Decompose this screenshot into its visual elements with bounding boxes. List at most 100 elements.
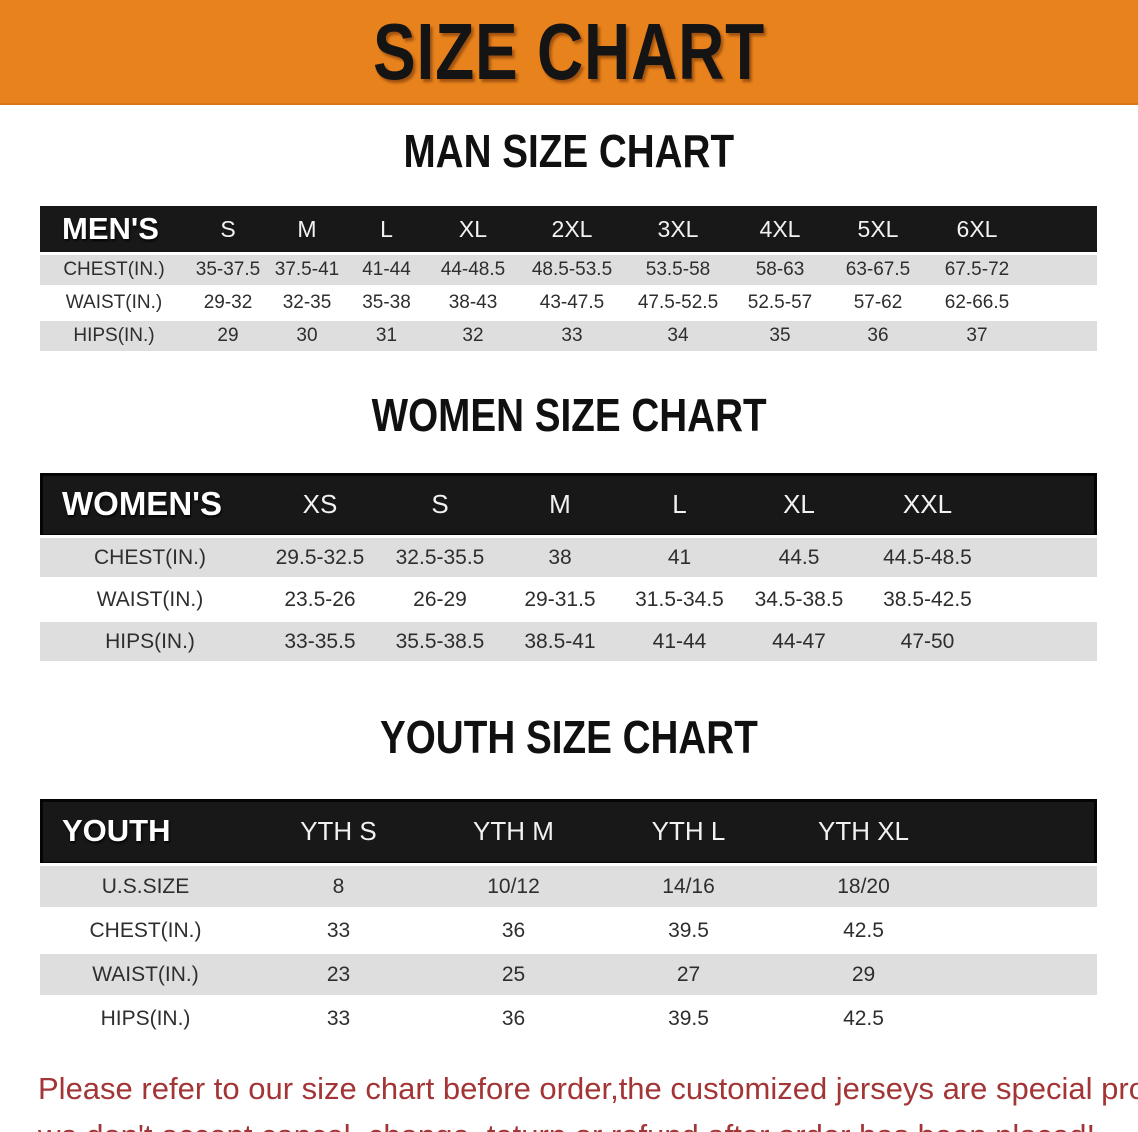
men-hips-row-label: HIPS(IN.) xyxy=(40,318,188,351)
men-waist-row-label: WAIST(IN.) xyxy=(40,285,188,320)
women-column-header-xl: XL xyxy=(783,488,815,519)
men-hips-2xl: 33 xyxy=(519,318,625,351)
men-chest-l: 41-44 xyxy=(346,252,427,287)
men-hips-spacer xyxy=(1027,318,1097,351)
men-waist-l: 35-38 xyxy=(346,285,427,320)
men-column-header-xl: XL xyxy=(458,215,488,242)
women-table-header-row: WOMEN'S XS S M L XL XXL xyxy=(40,473,1097,537)
women-chest-m: 38 xyxy=(500,535,620,579)
men-chest-m: 37.5-41 xyxy=(268,252,346,287)
youth-hips-yth-l: 39.5 xyxy=(601,995,776,1039)
youth-hips-row-label: HIPS(IN.) xyxy=(40,995,251,1039)
men-hips-l: 31 xyxy=(346,318,427,351)
youth-column-header-yth-m: YTH M xyxy=(473,815,554,846)
youth-chest-yth-s: 33 xyxy=(251,907,426,953)
men-waist-s: 29-32 xyxy=(188,285,268,320)
men-column-header-l: L xyxy=(380,215,393,242)
notice-line-2: we don't accept cancel, change, teturn o… xyxy=(38,1112,1138,1132)
women-section-heading-text: WOMEN SIZE CHART xyxy=(371,389,767,441)
men-hips-5xl: 36 xyxy=(829,318,927,351)
men-hips-6xl: 37 xyxy=(927,318,1027,351)
women-chest-spacer xyxy=(996,535,1097,579)
men-chest-xl: 44-48.5 xyxy=(427,252,519,287)
men-chest-4xl: 58-63 xyxy=(731,252,829,287)
youth-column-header-yth-xl: YTH XL xyxy=(817,815,910,846)
youth-chest-yth-m: 36 xyxy=(426,907,601,953)
women-waist-l: 31.5-34.5 xyxy=(620,577,739,621)
youth-hips-yth-m: 36 xyxy=(426,995,601,1039)
women-hips-row: HIPS(IN.) 33-35.5 35.5-38.5 38.5-41 41-4… xyxy=(40,619,1097,661)
youth-ussize-yth-xl: 18/20 xyxy=(776,863,951,909)
youth-waist-yth-xl: 29 xyxy=(776,951,951,997)
youth-waist-row-label: WAIST(IN.) xyxy=(40,951,251,997)
men-waist-m: 32-35 xyxy=(268,285,346,320)
women-waist-xl: 34.5-38.5 xyxy=(739,577,859,621)
women-chest-xs: 29.5-32.5 xyxy=(260,535,380,579)
women-size-table: WOMEN'S XS S M L XL XXL CHEST(IN.) 29.5-… xyxy=(40,473,1097,661)
youth-waist-row: WAIST(IN.) 23 25 27 29 xyxy=(40,951,1097,997)
youth-hips-yth-s: 33 xyxy=(251,995,426,1039)
men-column-header-2xl: 2XL xyxy=(551,215,593,242)
men-column-header-4xl: 4XL xyxy=(759,215,801,242)
banner: SIZE CHART xyxy=(0,0,1138,105)
youth-chest-yth-xl: 42.5 xyxy=(776,907,951,953)
youth-size-table: YOUTH YTH S YTH M YTH L YTH XL U.S.SIZE … xyxy=(40,799,1097,1039)
men-chest-s: 35-37.5 xyxy=(188,252,268,287)
men-column-header-6xl: 6XL xyxy=(956,215,998,242)
women-chest-l: 41 xyxy=(620,535,739,579)
youth-header-spacer xyxy=(951,799,1097,865)
women-waist-xs: 23.5-26 xyxy=(260,577,380,621)
men-waist-5xl: 57-62 xyxy=(829,285,927,320)
youth-ussize-yth-s: 8 xyxy=(251,863,426,909)
women-chest-s: 32.5-35.5 xyxy=(380,535,500,579)
women-table-title: WOMEN'S xyxy=(62,485,223,522)
youth-ussize-yth-l: 14/16 xyxy=(601,863,776,909)
men-section-heading-text: MAN SIZE CHART xyxy=(403,125,735,177)
women-hips-spacer xyxy=(996,619,1097,661)
men-hips-row: HIPS(IN.) 29 30 31 32 33 34 35 36 37 xyxy=(40,318,1097,351)
men-waist-xl: 38-43 xyxy=(427,285,519,320)
women-waist-spacer xyxy=(996,577,1097,621)
women-waist-row-label: WAIST(IN.) xyxy=(40,577,260,621)
youth-chest-row-label: CHEST(IN.) xyxy=(40,907,251,953)
men-hips-4xl: 35 xyxy=(731,318,829,351)
men-waist-spacer xyxy=(1027,285,1097,320)
youth-section-heading-text: YOUTH SIZE CHART xyxy=(380,711,758,763)
men-size-table: MEN'S S M L XL 2XL 3XL 4XL 5XL 6XL CHEST… xyxy=(40,206,1097,351)
women-waist-m: 29-31.5 xyxy=(500,577,620,621)
youth-hips-row: HIPS(IN.) 33 36 39.5 42.5 xyxy=(40,995,1097,1039)
youth-chest-spacer xyxy=(951,907,1097,953)
men-chest-spacer xyxy=(1027,252,1097,287)
banner-title: SIZE CHART xyxy=(373,6,765,96)
women-hips-xxl: 47-50 xyxy=(859,619,996,661)
youth-waist-yth-l: 27 xyxy=(601,951,776,997)
notice-line-1: Please refer to our size chart before or… xyxy=(38,1071,1138,1106)
men-waist-2xl: 43-47.5 xyxy=(519,285,625,320)
women-section-heading: WOMEN SIZE CHART xyxy=(0,389,1138,450)
men-hips-xl: 32 xyxy=(427,318,519,351)
men-column-header-m: M xyxy=(297,215,317,242)
men-chest-2xl: 48.5-53.5 xyxy=(519,252,625,287)
women-waist-s: 26-29 xyxy=(380,577,500,621)
men-chest-5xl: 63-67.5 xyxy=(829,252,927,287)
men-table-header-row: MEN'S S M L XL 2XL 3XL 4XL 5XL 6XL xyxy=(40,206,1097,254)
men-chest-3xl: 53.5-58 xyxy=(625,252,731,287)
women-column-header-l: L xyxy=(672,488,687,519)
women-chest-row-label: CHEST(IN.) xyxy=(40,535,260,579)
youth-waist-yth-m: 25 xyxy=(426,951,601,997)
women-chest-row: CHEST(IN.) 29.5-32.5 32.5-35.5 38 41 44.… xyxy=(40,535,1097,579)
women-waist-row: WAIST(IN.) 23.5-26 26-29 29-31.5 31.5-34… xyxy=(40,577,1097,621)
men-hips-s: 29 xyxy=(188,318,268,351)
youth-waist-spacer xyxy=(951,951,1097,997)
youth-ussize-yth-m: 10/12 xyxy=(426,863,601,909)
men-chest-6xl: 67.5-72 xyxy=(927,252,1027,287)
women-chest-xxl: 44.5-48.5 xyxy=(859,535,996,579)
men-chest-row-label: CHEST(IN.) xyxy=(40,252,188,287)
women-hips-l: 41-44 xyxy=(620,619,739,661)
youth-ussize-row: U.S.SIZE 8 10/12 14/16 18/20 xyxy=(40,863,1097,909)
footer-notice: Please refer to our size chart before or… xyxy=(38,1065,1138,1132)
women-hips-m: 38.5-41 xyxy=(500,619,620,661)
youth-table-title: YOUTH xyxy=(62,813,171,848)
men-waist-4xl: 52.5-57 xyxy=(731,285,829,320)
